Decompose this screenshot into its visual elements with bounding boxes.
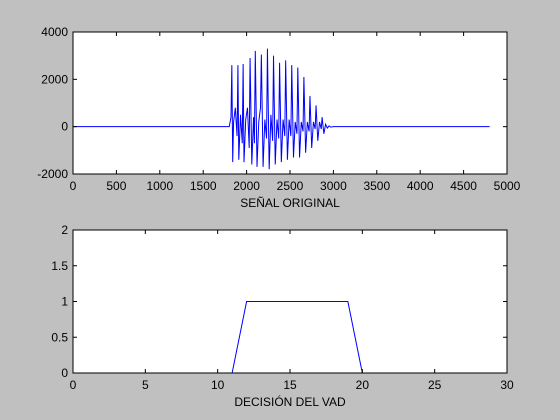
x-tick-label: 0 [70, 378, 77, 392]
x-tick-label: 3000 [320, 179, 347, 193]
signal-axes: 0 500 1000 1500 2000 2500 3000 3500 4000 4500 5000… [37, 25, 520, 210]
x-tick-label: 5000 [494, 179, 521, 193]
y-tick-label: 0 [61, 366, 68, 380]
x-tick-label: 2000 [233, 179, 260, 193]
x-tick-label: 3500 [363, 179, 390, 193]
x-tick-label: 4500 [450, 179, 477, 193]
x-tick-label: 10 [211, 378, 225, 392]
series-line [73, 48, 490, 170]
y-tick-label: 0.5 [51, 330, 68, 344]
vad-axes: 0 5 10 15 20 25 30 0 0.5 1 1.5 2 DECISIÓN DEL VAD [51, 223, 514, 409]
x-tick-label: 15 [283, 378, 297, 392]
y-tick-label: 2 [61, 223, 68, 237]
x-tick-label: 20 [356, 378, 370, 392]
x-tick-label: 25 [428, 378, 442, 392]
y-tick-label: 0 [61, 120, 68, 134]
x-tick-label: 2500 [277, 179, 304, 193]
x-tick-label: 1500 [190, 179, 217, 193]
x-tick-label: 0 [70, 179, 77, 193]
x-tick-label: 500 [106, 179, 126, 193]
x-tick-label: 4000 [407, 179, 434, 193]
plot-area [73, 32, 507, 174]
x-axis-label: SEÑAL ORIGINAL [240, 196, 340, 210]
y-tick-label: 1 [61, 295, 68, 309]
x-tick-label: 30 [500, 378, 514, 392]
y-tick-label: 2000 [41, 72, 68, 86]
x-axis-label: DECISIÓN DEL VAD [234, 394, 346, 409]
y-tick-label: 1.5 [51, 259, 68, 273]
y-tick-label: 4000 [41, 25, 68, 39]
x-tick-label: 5 [142, 378, 149, 392]
x-tick-label: 1000 [146, 179, 173, 193]
y-tick-label: -2000 [37, 167, 68, 181]
